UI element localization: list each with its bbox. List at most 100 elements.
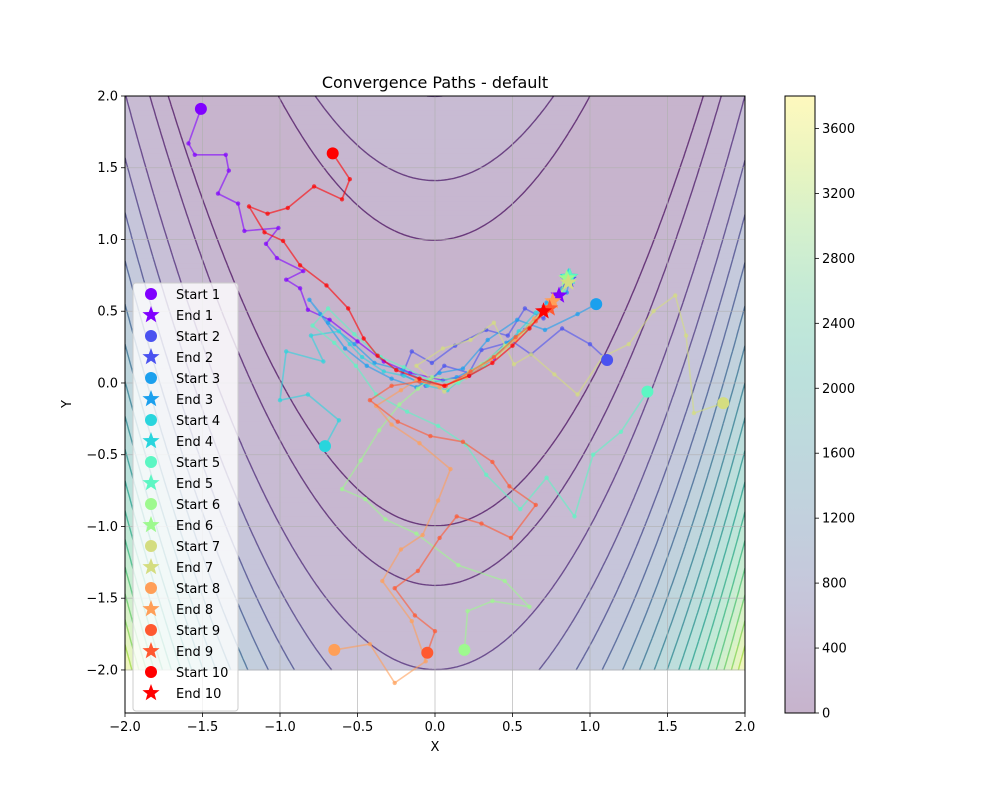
contour-fill-cell [135,191,156,198]
contour-fill-cell [540,172,681,178]
series-point [308,333,314,338]
contour-fill-cell [160,210,186,217]
contour-fill-cell [700,598,711,604]
contour-fill-cell [665,473,681,480]
contour-fill-cell [325,660,401,666]
contour-fill-cell [715,593,721,599]
contour-fill-cell [300,473,346,480]
contour-fill-cell [715,521,726,528]
contour-fill-cell [740,473,745,480]
contour-fill-cell [625,574,646,580]
contour-fill-cell [125,339,136,346]
contour-fill-cell [315,153,371,159]
contour-fill-cell [250,459,291,465]
start-marker-1 [194,102,207,115]
contour-fill-cell [235,598,261,604]
contour-fill-cell [700,607,711,614]
contour-fill-cell [655,382,676,389]
contour-fill-cell [650,607,666,614]
legend-start-label: Start 1 [176,288,220,303]
contour-fill-cell [125,225,131,231]
contour-fill-cell [735,655,741,661]
contour-fill-cell [170,239,196,245]
series-point [412,613,418,618]
contour-fill-cell [625,622,641,628]
contour-fill-cell [265,497,316,504]
contour-fill-cell [715,201,736,207]
contour-fill-cell [725,483,736,489]
contour-fill-cell [555,148,686,154]
contour-fill-cell [740,182,745,188]
contour-fill-cell [670,626,681,633]
contour-fill-cell [615,469,646,475]
contour-fill-cell [715,373,726,379]
contour-fill-cell [275,426,311,432]
series-point [442,389,447,394]
contour-fill-cell [260,488,311,494]
contour-fill-cell [125,631,131,638]
contour-fill-cell [680,316,701,322]
contour-fill-cell [500,210,666,217]
contour-fill-cell [685,650,696,657]
contour-fill-cell [590,526,621,532]
series-point [542,327,548,333]
contour-fill-cell [685,363,701,370]
colorbar-tick-label: 400 [822,642,847,657]
contour-fill-cell [125,272,131,279]
contour-fill-cell [645,521,666,528]
contour-fill-cell [730,392,741,398]
contour-fill-cell [700,459,711,465]
series-point [284,349,289,354]
contour-fill-cell [275,574,311,580]
contour-fill-cell [545,512,596,518]
legend-end-marker [142,348,160,365]
contour-fill-cell [530,469,576,475]
series-point [284,277,289,282]
contour-fill-cell [125,182,131,188]
contour-fill-cell [740,359,745,365]
contour-fill-cell [700,158,726,164]
contour-fill-cell [705,354,721,360]
contour-fill-cell [740,406,745,413]
contour-fill-cell [290,110,331,116]
series-point [490,360,495,366]
contour-fill-cell [715,411,726,418]
contour-fill-cell [725,660,736,666]
contour-fill-cell [685,574,701,580]
contour-fill-cell [125,607,131,614]
contour-fill-cell [680,167,701,174]
contour-fill-cell [670,406,686,413]
contour-fill-cell [125,162,146,169]
contour-fill-cell [725,574,736,580]
contour-fill-cell [665,411,686,418]
contour-fill-cell [280,440,321,446]
contour-fill-cell [620,526,646,532]
contour-fill-cell [280,373,596,379]
contour-fill-cell [580,540,616,547]
colorbar-tick-label: 800 [822,577,847,592]
contour-fill-cell [210,277,236,284]
y-tick-label: 1.0 [97,233,118,248]
contour-fill-cell [725,162,745,169]
contour-fill-cell [125,612,131,618]
contour-fill-cell [715,110,741,116]
contour-fill-cell [630,445,656,451]
contour-fill-cell [740,435,745,441]
contour-fill-cell [685,545,696,551]
contour-fill-cell [265,344,611,351]
series-point [297,263,303,268]
contour-fill-cell [725,287,741,293]
series-point [437,535,442,541]
contour-fill-cell [275,430,311,437]
contour-fill-cell [710,272,731,279]
contour-fill-cell [170,249,201,255]
contour-fill-cell [125,406,136,413]
contour-fill-cell [160,215,191,221]
contour-fill-cell [725,478,736,485]
contour-fill-cell [675,569,691,575]
contour-fill-cell [670,665,681,671]
contour-fill-cell [710,626,721,633]
contour-fill-cell [570,129,691,135]
contour-fill-cell [620,583,641,590]
series-point [544,475,549,480]
